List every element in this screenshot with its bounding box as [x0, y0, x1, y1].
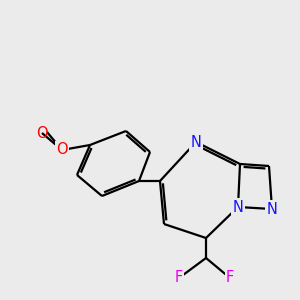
Text: F: F	[175, 271, 183, 286]
Text: N: N	[267, 202, 278, 217]
Text: F: F	[226, 271, 234, 286]
Text: N: N	[232, 200, 243, 214]
Text: O: O	[36, 125, 48, 140]
Text: N: N	[190, 134, 201, 149]
Text: O: O	[56, 142, 68, 158]
